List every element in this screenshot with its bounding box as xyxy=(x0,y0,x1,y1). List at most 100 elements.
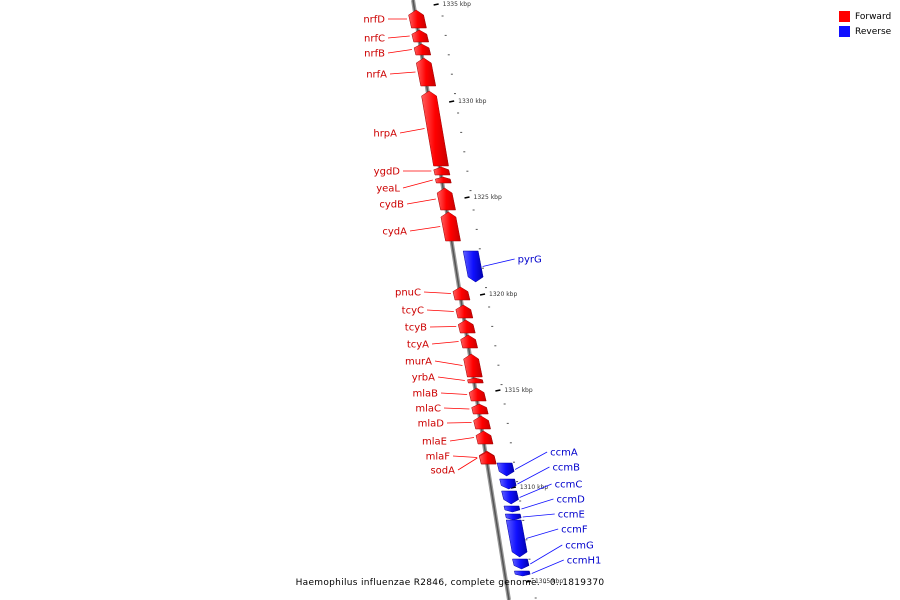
gene-arrow-nrfC[interactable] xyxy=(411,29,430,43)
scale-tick-label: 1330 kbp xyxy=(458,98,486,105)
gene-arrow-ccmD[interactable] xyxy=(503,505,521,513)
gene-arrow-cydA[interactable] xyxy=(440,211,461,242)
scale-tick-label: 1305 kbp xyxy=(535,578,563,585)
gene-leader-line-tcyA xyxy=(431,341,459,345)
gene-label-mlaC[interactable]: mlaC xyxy=(415,404,441,415)
gene-label-mlaD[interactable]: mlaD xyxy=(418,419,445,430)
gene-arrow-tcyC[interactable] xyxy=(455,304,474,319)
gene-arrow-cydB[interactable] xyxy=(436,187,456,211)
gene-label-mlaF[interactable]: mlaF xyxy=(426,452,451,463)
gene-label-mlaE[interactable]: mlaE xyxy=(422,437,447,448)
gene-arrow-yeaL[interactable] xyxy=(435,176,452,184)
gene-label-nrfC[interactable]: nrfC xyxy=(364,34,385,45)
minor-tick-layer xyxy=(441,15,537,599)
gene-label-tcyB[interactable]: tcyB xyxy=(405,323,427,334)
gene-leader-line-mlaB xyxy=(440,392,468,395)
gene-arrow-murA[interactable] xyxy=(463,353,483,378)
gene-leader-line-cydB xyxy=(406,198,436,205)
gene-label-tcyC[interactable]: tcyC xyxy=(402,306,424,317)
scale-tick-label: 1320 kbp xyxy=(489,291,517,298)
gene-label-hrpA[interactable]: hrpA xyxy=(373,129,397,140)
gene-leader-line-pnuC xyxy=(423,291,451,294)
gene-leader-line-mlaE xyxy=(449,437,475,442)
gene-arrow-ccmC[interactable] xyxy=(501,490,519,505)
gene-arrow-tcyB[interactable] xyxy=(457,319,476,334)
gene-label-ccmC[interactable]: ccmC xyxy=(555,480,583,491)
gene-leader-line-ccmB xyxy=(517,466,550,485)
gene-label-tcyA[interactable]: tcyA xyxy=(407,340,429,351)
gene-leader-line-nrfC xyxy=(387,35,410,39)
gene-label-cydA[interactable]: cydA xyxy=(382,227,407,238)
gene-arrow-nrfA[interactable] xyxy=(416,57,437,87)
gene-arrow-ccmA[interactable] xyxy=(496,462,515,477)
forward-swatch xyxy=(839,11,850,22)
gene-arrow-ygdD[interactable] xyxy=(433,166,451,176)
scale-tick-mark xyxy=(464,196,470,199)
gene-label-pyrG[interactable]: pyrG xyxy=(518,255,542,266)
gene-label-ccmB[interactable]: ccmB xyxy=(552,463,580,474)
gene-arrow-ccmH1[interactable] xyxy=(514,570,531,577)
gene-arrow-mlaB[interactable] xyxy=(468,387,487,402)
gene-label-nrfD[interactable]: nrfD xyxy=(363,15,385,26)
scale-tick-label: 1310 kbp xyxy=(520,484,548,491)
gene-arrow-sodA[interactable] xyxy=(479,451,497,465)
forward-legend-label: Forward xyxy=(855,11,892,22)
gene-label-layer: nrfD nrfC nrfB nrfA hrpA ygdD yeaL cydB cydA pyrG… xyxy=(363,15,601,574)
scale-tick-mark xyxy=(525,580,532,583)
gene-arrow-nrfB[interactable] xyxy=(413,43,432,56)
scale-tick-mark xyxy=(449,100,455,103)
gene-leader-line-mlaC xyxy=(443,407,470,410)
gene-arrow-hrpA[interactable] xyxy=(421,90,449,167)
gene-label-murA[interactable]: murA xyxy=(405,357,432,368)
gene-leader-line-pyrG xyxy=(482,258,515,267)
gene-label-ccmF[interactable]: ccmF xyxy=(561,525,588,536)
gene-label-ccmA[interactable]: ccmA xyxy=(550,448,578,459)
gene-layer xyxy=(408,9,531,577)
gene-leader-line-mlaF xyxy=(452,455,478,458)
gene-arrow-pnuC[interactable] xyxy=(452,286,471,301)
gene-label-sodA[interactable]: sodA xyxy=(430,466,455,477)
gene-leader-line-cydA xyxy=(409,226,441,232)
gene-label-cydB[interactable]: cydB xyxy=(379,200,404,211)
gene-leader-line-ccmG xyxy=(530,544,563,565)
gene-arrow-yrbA[interactable] xyxy=(467,377,484,384)
gene-label-ccmG[interactable]: ccmG xyxy=(565,541,594,552)
gene-arrow-tcyA[interactable] xyxy=(460,334,478,349)
gene-label-ccmE[interactable]: ccmE xyxy=(558,510,585,521)
scale-tick-layer: 1335 kbp 1330 kbp 1325 kbp 1320 kbp 1315 kbp… xyxy=(433,1,563,585)
scale-tick-label: 1325 kbp xyxy=(474,194,502,201)
gene-label-mlaB[interactable]: mlaB xyxy=(412,389,438,400)
gene-label-pnuC[interactable]: pnuC xyxy=(395,288,421,299)
gene-label-yrbA[interactable]: yrbA xyxy=(412,373,435,384)
gene-label-nrfB[interactable]: nrfB xyxy=(364,49,385,60)
gene-leader-line-nrfA xyxy=(389,71,416,75)
gene-arrow-ccmE[interactable] xyxy=(504,513,522,521)
gene-label-ygdD[interactable]: ygdD xyxy=(374,167,401,178)
gene-label-ccmH1[interactable]: ccmH1 xyxy=(567,556,602,567)
gene-leader-line-hrpA xyxy=(399,128,425,134)
legend: Forward Reverse xyxy=(839,9,891,39)
legend-forward: Forward xyxy=(839,9,891,24)
gene-arrow-pyrG[interactable] xyxy=(462,250,484,283)
gene-label-yeaL[interactable]: yeaL xyxy=(376,184,400,195)
gene-arrow-mlaD[interactable] xyxy=(473,415,491,430)
gene-leader-line-ccmH1 xyxy=(531,559,564,574)
gene-arrow-nrfD[interactable] xyxy=(408,9,427,29)
genome-caption: Haemophilus influenzae R2846, complete g… xyxy=(295,578,605,588)
gene-arrow-ccmF[interactable] xyxy=(505,519,528,558)
gene-leader-line-ccmC xyxy=(519,483,552,498)
gene-leader-line-ccmA xyxy=(514,451,548,470)
gene-arrow-mlaC[interactable] xyxy=(471,403,489,415)
gene-leader-line-ccmE xyxy=(522,513,555,518)
gene-arrow-ccmB[interactable] xyxy=(499,478,517,490)
scale-tick-label: 1335 kbp xyxy=(443,1,471,8)
reverse-swatch xyxy=(839,26,850,37)
scale-tick-mark xyxy=(479,293,486,296)
gene-arrow-mlaE[interactable] xyxy=(475,430,494,445)
gene-arrow-ccmG[interactable] xyxy=(512,558,530,570)
scale-tick-mark xyxy=(433,3,439,6)
gene-label-ccmD[interactable]: ccmD xyxy=(556,495,585,506)
legend-reverse: Reverse xyxy=(839,24,891,39)
gene-label-nrfA[interactable]: nrfA xyxy=(366,70,387,81)
